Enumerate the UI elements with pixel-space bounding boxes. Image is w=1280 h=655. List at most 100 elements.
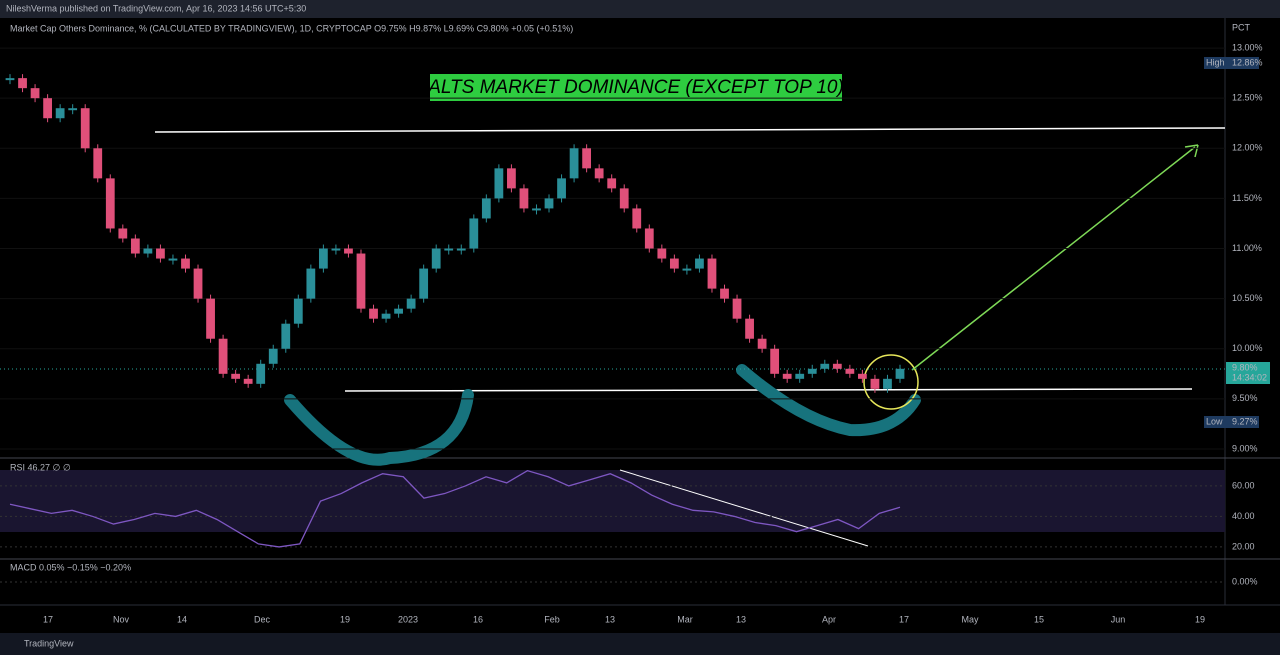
y-tick-label: 9.00% [1232, 443, 1258, 453]
candle [644, 228, 654, 249]
x-tick-label: 19 [340, 614, 350, 624]
candle [243, 378, 253, 384]
candle [619, 188, 629, 209]
x-tick-label: Dec [254, 614, 271, 624]
y-tick-label: 10.00% [1232, 343, 1263, 353]
candle [858, 373, 867, 379]
candle [43, 98, 52, 119]
candle [883, 378, 892, 389]
candle [80, 108, 90, 149]
candle [782, 373, 792, 379]
x-tick-label: Nov [113, 614, 130, 624]
y-tick-label: 11.00% [1232, 243, 1262, 253]
x-tick-label: 19 [1195, 614, 1205, 624]
candle [193, 268, 203, 299]
candle [394, 308, 403, 314]
candle [795, 373, 805, 379]
candle [344, 248, 353, 254]
candle [845, 368, 855, 374]
candle [281, 323, 291, 349]
y-tick-label: 9.50% [1232, 393, 1258, 403]
candle [895, 368, 905, 379]
y-tick-label: 12.00% [1232, 143, 1263, 153]
rsi-legend: RSI 46.27 ∅ ∅ [10, 462, 71, 472]
y-tick-label: 20.00 [1232, 541, 1255, 551]
candle [695, 258, 704, 269]
candle [669, 258, 679, 269]
x-tick-label: Apr [822, 614, 836, 624]
legend: Market Cap Others Dominance, % (CALCULAT… [10, 23, 573, 33]
candle [707, 258, 717, 289]
candle [68, 108, 78, 111]
candle [356, 253, 366, 309]
arrow-head [1184, 144, 1199, 158]
x-tick-label: 17 [43, 614, 53, 624]
x-tick-label: 15 [1034, 614, 1044, 624]
candle [406, 298, 416, 309]
high-label: High [1206, 57, 1225, 67]
candle [607, 178, 617, 189]
x-tick-label: 16 [473, 614, 483, 624]
candle [130, 238, 140, 254]
high-value: 12.86% [1232, 57, 1263, 67]
y-tick-label: 13.00% [1232, 42, 1263, 52]
candle [168, 258, 178, 261]
candle [532, 208, 541, 211]
header: NileshVerma published on TradingView.com… [6, 3, 306, 13]
target-arrow [911, 146, 1196, 371]
candle [369, 308, 378, 319]
candle [268, 348, 278, 364]
candle [519, 188, 529, 209]
rsi-band [0, 470, 1225, 532]
candle [557, 178, 566, 199]
cup-curve [284, 389, 474, 466]
y-tick-label: 12.50% [1232, 93, 1263, 103]
candle [293, 298, 303, 324]
candle [105, 178, 115, 229]
candle [93, 148, 103, 179]
candle [582, 148, 592, 169]
high-badge [1204, 57, 1259, 69]
countdown: 14:34:02 [1232, 372, 1267, 382]
cup-curve [736, 364, 921, 437]
chart-title: ALTS MARKET DOMINANCE (EXCEPT TOP 10) [427, 77, 844, 98]
footer: TradingView [24, 638, 74, 648]
x-tick-label: 13 [736, 614, 746, 624]
candle [682, 268, 692, 271]
candle [732, 298, 742, 319]
candle [306, 268, 316, 299]
candle [181, 258, 190, 269]
y-tick-label: 40.00 [1232, 511, 1255, 521]
axis-unit: PCT [1232, 22, 1251, 32]
candle [18, 78, 27, 89]
candle [494, 168, 504, 199]
candle [832, 363, 842, 369]
candle [431, 248, 441, 269]
candle [231, 373, 241, 379]
candle [594, 168, 604, 179]
candle [118, 228, 128, 239]
candle [745, 318, 754, 339]
candle [55, 108, 65, 119]
x-tick-label: 13 [605, 614, 615, 624]
candle [544, 198, 554, 209]
y-tick-label: 11.50% [1232, 193, 1262, 203]
rsi-line [9, 469, 901, 548]
candle [206, 298, 215, 339]
candle [143, 248, 153, 254]
candle [820, 363, 830, 369]
low-badge [1204, 416, 1259, 428]
candle [456, 248, 466, 251]
highlight-circle [863, 354, 919, 410]
macd-tick: 0.00% [1232, 576, 1258, 586]
macd-legend: MACD 0.05% −0.15% −0.20% [10, 562, 131, 572]
low-label: Low [1206, 416, 1223, 426]
candle [657, 248, 667, 259]
candle [5, 78, 15, 81]
candle [870, 378, 880, 389]
candle [757, 338, 767, 349]
top-bar [0, 0, 1280, 18]
candle [419, 268, 429, 299]
x-tick-label: May [961, 614, 979, 624]
